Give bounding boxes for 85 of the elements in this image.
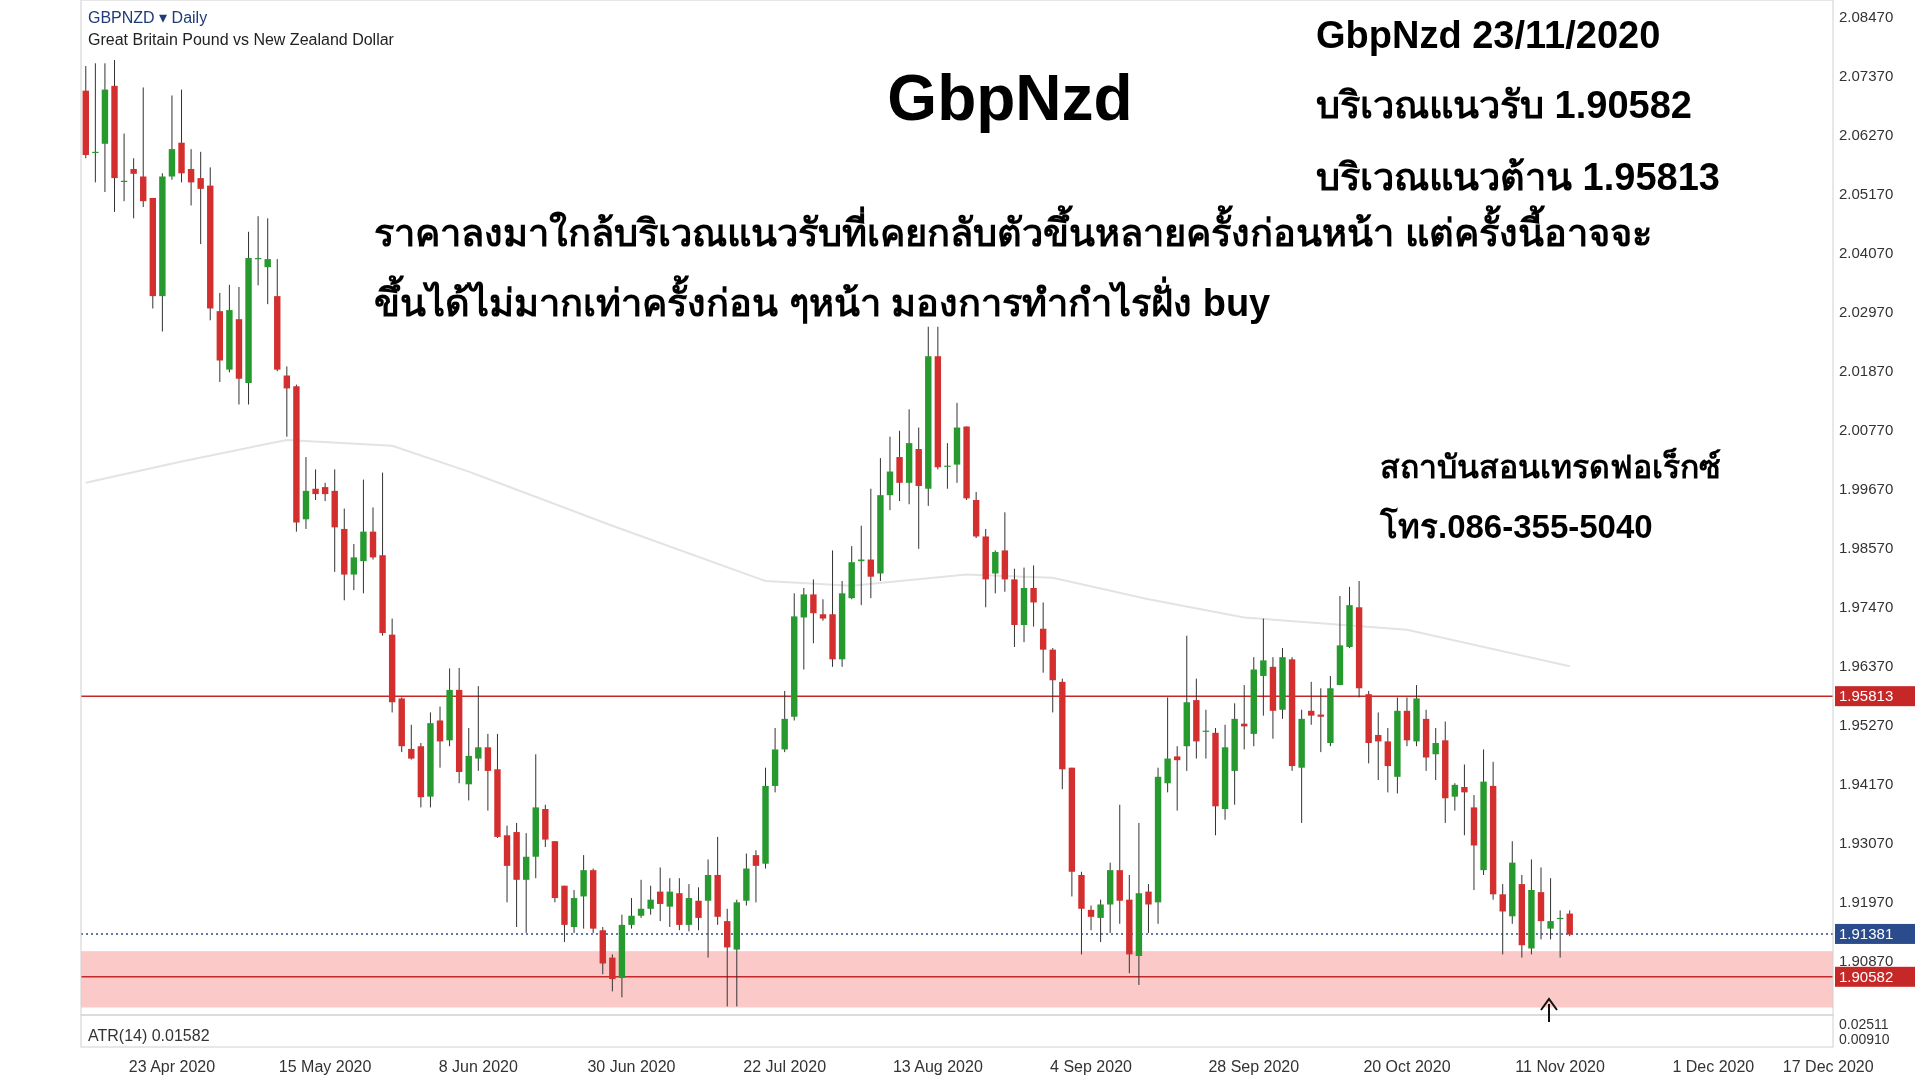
x-tick-label: 4 Sep 2020 bbox=[1050, 1058, 1133, 1075]
y-tick-label: 1.97470 bbox=[1839, 598, 1894, 616]
x-tick-label: 15 May 2020 bbox=[278, 1058, 372, 1075]
candlestick bbox=[666, 877, 673, 928]
candlestick bbox=[1461, 763, 1468, 836]
y-tick-label: 2.04070 bbox=[1839, 244, 1894, 262]
x-tick-label: 23 Apr 2020 bbox=[128, 1058, 216, 1075]
candlestick bbox=[1308, 681, 1315, 726]
annotation: โทร.086-355-5040 bbox=[1379, 507, 1653, 545]
candlestick bbox=[609, 953, 616, 992]
x-tick-label: 28 Sep 2020 bbox=[1208, 1058, 1300, 1075]
x-tick-label: 30 Jun 2020 bbox=[587, 1058, 676, 1075]
y-tick-label: 2.02970 bbox=[1839, 303, 1894, 321]
candlestick bbox=[475, 685, 482, 772]
ref-line-label: 1.91381 bbox=[1839, 924, 1894, 942]
candlestick bbox=[350, 543, 358, 591]
x-tick-label: 17 Dec 2020 bbox=[1782, 1058, 1874, 1075]
candlestick bbox=[657, 866, 664, 922]
candlestick bbox=[992, 549, 999, 594]
candlestick bbox=[522, 832, 530, 934]
annotation: GbpNzd 23/11/2020 bbox=[1316, 14, 1661, 56]
candlestick bbox=[1174, 745, 1181, 812]
candlestick bbox=[810, 578, 817, 644]
y-tick-label: 1.96370 bbox=[1839, 657, 1894, 675]
candlestick bbox=[1097, 899, 1104, 943]
annotation: สถาบันสอนเทรดฟอเร็กซ์ bbox=[1380, 447, 1721, 485]
candlestick bbox=[800, 587, 808, 671]
candlestick bbox=[1547, 877, 1554, 940]
x-tick-label: 13 Aug 2020 bbox=[892, 1058, 983, 1075]
y-tick-label: 1.94170 bbox=[1839, 775, 1894, 793]
candlestick bbox=[1087, 905, 1095, 931]
candlestick bbox=[1030, 564, 1037, 628]
candlestick bbox=[1039, 601, 1047, 674]
annotation: ราคาลงมาใกล้บริเวณแนวรับที่เคยกลับตัวขึ้นหลายครั้งก่อนหน้า แต่ครั้งนี้อาจจะ bbox=[374, 205, 1652, 254]
candlestick bbox=[130, 157, 137, 219]
candlestick bbox=[436, 706, 444, 769]
ref-line-label: 1.95813 bbox=[1839, 687, 1894, 705]
candlestick bbox=[647, 885, 654, 916]
y-tick-label: 1.99670 bbox=[1839, 480, 1894, 498]
annotation: บริเวณแนวรับ 1.90582 bbox=[1316, 84, 1692, 126]
ref-line-label: 1.90582 bbox=[1839, 967, 1894, 985]
x-tick-label: 1 Dec 2020 bbox=[1672, 1058, 1755, 1075]
y-tick-label: 1.90870 bbox=[1839, 952, 1894, 970]
y-tick-label: 1.93070 bbox=[1839, 834, 1894, 852]
annotation: Great Britain Pound vs New Zealand Dollar bbox=[88, 31, 395, 48]
x-tick-label: 20 Oct 2020 bbox=[1363, 1058, 1451, 1075]
x-tick-label: 22 Jul 2020 bbox=[743, 1058, 827, 1075]
y-tick-label: 2.01870 bbox=[1839, 362, 1894, 380]
candlestick bbox=[628, 897, 635, 930]
text: 0.00910 bbox=[1839, 1031, 1890, 1047]
candlestick bbox=[1145, 883, 1152, 934]
candlestick bbox=[867, 488, 875, 599]
candlestick bbox=[1499, 883, 1506, 955]
annotation: ขึ้นได้ไม่มากเท่าครั้งก่อน ๆหน้า มองการทำกำไรฝั่ง buy bbox=[374, 275, 1271, 324]
candlestick bbox=[264, 217, 271, 305]
annotation: บริเวณแนวต้าน 1.95813 bbox=[1316, 156, 1720, 198]
candlestick bbox=[197, 151, 204, 245]
y-tick-label: 1.98570 bbox=[1839, 539, 1894, 557]
candlestick bbox=[187, 148, 195, 206]
text: GbpNzd bbox=[887, 62, 1133, 134]
y-tick-label: 2.06270 bbox=[1839, 126, 1894, 144]
candlestick bbox=[637, 879, 645, 919]
candlestick bbox=[752, 849, 760, 903]
y-tick-label: 1.95270 bbox=[1839, 716, 1894, 734]
candlestick bbox=[695, 886, 702, 931]
y-tick-label: 1.91970 bbox=[1839, 893, 1894, 911]
y-tick-label: 2.05170 bbox=[1839, 185, 1894, 203]
candlestick bbox=[484, 733, 492, 812]
text: ATR(14) 0.01582 bbox=[88, 1027, 210, 1044]
text: 0.02511 bbox=[1839, 1016, 1889, 1032]
candlestick bbox=[819, 598, 827, 622]
y-tick-label: 2.08470 bbox=[1839, 8, 1894, 26]
candlestick bbox=[312, 468, 319, 501]
candlestick bbox=[408, 724, 415, 761]
candlestick bbox=[1260, 618, 1267, 717]
y-tick-label: 2.00770 bbox=[1839, 421, 1894, 439]
candlestick bbox=[1566, 909, 1573, 937]
x-tick-label: 11 Nov 2020 bbox=[1515, 1058, 1606, 1075]
x-tick-label: 8 Jun 2020 bbox=[438, 1058, 518, 1075]
candlestick bbox=[321, 482, 329, 502]
candlestick bbox=[886, 436, 894, 511]
y-tick-label: 2.07370 bbox=[1839, 67, 1894, 85]
candlestick bbox=[1451, 782, 1459, 812]
candlestick bbox=[1432, 727, 1439, 781]
annotation: GBPNZD ▾ Daily bbox=[88, 9, 208, 26]
